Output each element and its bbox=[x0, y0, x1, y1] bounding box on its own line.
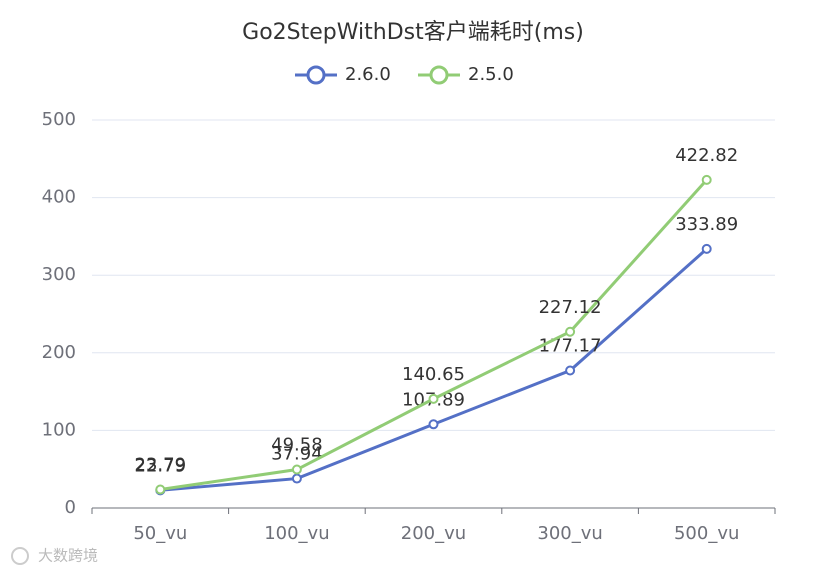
x-tick-label: 50_vu bbox=[133, 523, 187, 544]
data-point bbox=[428, 393, 439, 404]
chart-title: Go2StepWithDst客户端耗时(ms) bbox=[242, 20, 584, 45]
y-tick-label: 0 bbox=[65, 497, 76, 518]
y-tick-label: 100 bbox=[42, 419, 76, 440]
y-tick-label: 300 bbox=[42, 264, 76, 285]
data-label: 49.58 bbox=[271, 435, 323, 456]
legend-marker bbox=[429, 65, 449, 85]
data-point bbox=[701, 243, 712, 254]
series-line bbox=[160, 178, 708, 492]
legend-label: 2.6.0 bbox=[345, 64, 391, 85]
data-label: 22.79 bbox=[135, 455, 187, 476]
data-label: 227.12 bbox=[539, 297, 602, 318]
data-point bbox=[291, 464, 302, 475]
watermark: 大数跨境 bbox=[38, 547, 98, 565]
y-tick-label: 400 bbox=[42, 187, 76, 208]
legend-label: 2.5.0 bbox=[468, 64, 514, 85]
data-label: 177.17 bbox=[539, 336, 602, 357]
data-label: 37.94 bbox=[271, 444, 323, 465]
x-tick-label: 200_vu bbox=[401, 523, 466, 544]
data-label: 23.79 bbox=[135, 455, 187, 476]
data-point bbox=[701, 174, 712, 185]
data-label: 140.65 bbox=[402, 364, 465, 385]
x-tick-label: 500_vu bbox=[674, 523, 739, 544]
x-tick-label: 300_vu bbox=[537, 523, 602, 544]
legend-marker bbox=[306, 65, 326, 85]
y-tick-label: 200 bbox=[42, 342, 76, 363]
data-point bbox=[428, 419, 439, 430]
x-tick-label: 100_vu bbox=[264, 523, 329, 544]
data-point bbox=[291, 473, 302, 484]
y-tick-label: 500 bbox=[42, 109, 76, 130]
watermark-icon bbox=[11, 547, 29, 565]
data-point bbox=[155, 484, 166, 495]
data-point bbox=[565, 365, 576, 376]
data-point bbox=[565, 326, 576, 337]
data-label: 422.82 bbox=[675, 145, 738, 166]
data-label: 333.89 bbox=[675, 214, 738, 235]
